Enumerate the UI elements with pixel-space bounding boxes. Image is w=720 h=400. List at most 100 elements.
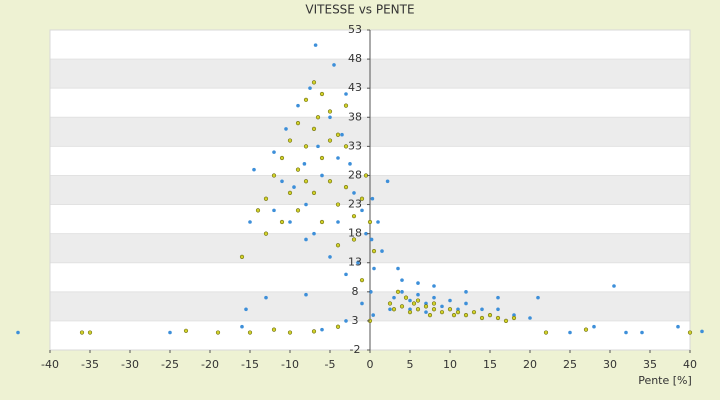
point (464, 290, 468, 294)
point (432, 284, 436, 288)
point (348, 162, 352, 166)
point (408, 307, 412, 312)
point (503, 318, 509, 324)
point (416, 281, 420, 285)
point (495, 315, 501, 321)
point (399, 304, 405, 309)
point (400, 290, 404, 294)
x-tick-label: -40 (41, 358, 59, 371)
point (344, 272, 348, 277)
point (676, 324, 680, 329)
point (279, 219, 285, 225)
point (543, 330, 549, 335)
point (264, 295, 268, 300)
point (313, 43, 318, 47)
x-tick-label: -20 (201, 358, 219, 371)
point (263, 196, 269, 201)
point (612, 284, 616, 288)
point (463, 312, 469, 318)
point (343, 144, 349, 149)
point (496, 295, 500, 300)
point (344, 92, 348, 96)
point (284, 127, 288, 131)
point (304, 237, 308, 242)
point (456, 307, 460, 312)
point (280, 179, 284, 184)
point (700, 329, 704, 334)
point (411, 301, 417, 306)
point (471, 310, 477, 315)
point (439, 310, 445, 315)
point (424, 301, 428, 306)
point (415, 307, 421, 312)
point (451, 312, 457, 318)
point (319, 91, 325, 97)
point (183, 328, 189, 333)
point (302, 162, 307, 166)
x-tick-label: -5 (325, 358, 336, 371)
point (244, 307, 248, 312)
point (296, 103, 300, 108)
y-tick-label: 53 (348, 23, 362, 36)
chart-title: VITESSE vs PENTE (305, 3, 414, 17)
point (447, 307, 453, 312)
x-axis-label: Pente [%] (638, 374, 692, 387)
point (320, 173, 324, 178)
point (239, 254, 245, 260)
y-tick-label: 48 (348, 52, 362, 65)
point (356, 260, 360, 265)
point (407, 310, 413, 315)
x-tick-label: 40 (683, 358, 697, 371)
point (583, 327, 589, 332)
point (416, 292, 420, 297)
point (431, 301, 437, 306)
y-tick-label: 43 (348, 81, 362, 94)
point (255, 208, 261, 213)
point (388, 307, 392, 312)
y-tick-label: 23 (348, 198, 362, 211)
point (367, 219, 373, 225)
point (311, 190, 317, 196)
point (279, 155, 285, 161)
point (328, 115, 332, 120)
y-tick-label: 38 (348, 110, 362, 123)
point (320, 327, 324, 332)
point (312, 231, 316, 236)
point (351, 214, 357, 219)
point (336, 220, 340, 224)
y-tick-label: 13 (348, 256, 362, 269)
x-tick-label: -25 (161, 358, 179, 371)
bands (49, 29, 691, 351)
point (332, 63, 336, 67)
point (370, 196, 375, 201)
point (303, 97, 309, 102)
point (271, 173, 277, 178)
point (592, 324, 596, 329)
point (311, 329, 317, 334)
point (335, 132, 341, 137)
x-tick-label: -10 (281, 358, 299, 371)
point (440, 304, 444, 309)
y-tick-label: 33 (348, 139, 362, 152)
point (396, 266, 400, 271)
point (392, 295, 396, 300)
point (369, 237, 374, 242)
point (424, 310, 428, 314)
point (487, 312, 493, 318)
point (272, 208, 276, 213)
point (292, 185, 296, 189)
point (303, 144, 309, 149)
x-tick-label: 10 (443, 358, 457, 371)
point (343, 184, 349, 190)
point (263, 231, 269, 236)
point (344, 319, 348, 323)
point (371, 313, 376, 317)
x-tick-label: -15 (241, 358, 259, 371)
point (359, 196, 365, 201)
point (400, 278, 404, 282)
x-tick-label: 35 (643, 358, 657, 371)
point (364, 231, 368, 236)
point (385, 179, 390, 184)
point (335, 324, 341, 329)
